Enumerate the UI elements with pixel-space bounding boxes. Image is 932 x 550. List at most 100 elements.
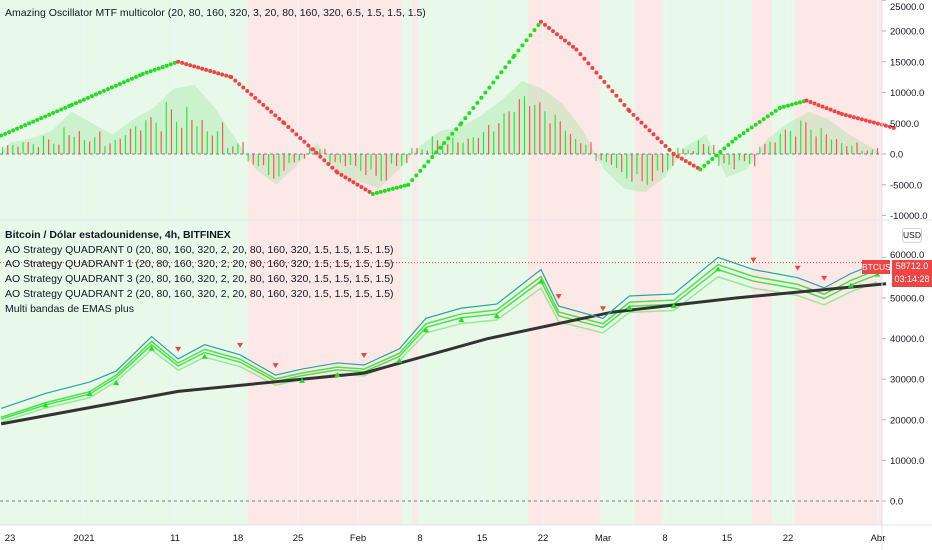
price-axis-label: 60000.0 — [890, 250, 924, 261]
bull-background-band — [662, 0, 752, 525]
oscillator-line-point — [487, 85, 492, 90]
oscillator-line-point — [532, 28, 537, 33]
histogram-bar — [861, 150, 863, 154]
indicator-legend-ema-bands[interactable]: Multi bandas de EMAS plus — [5, 302, 134, 315]
oscillator-line-point — [586, 61, 591, 66]
oscillator-line-point — [454, 127, 459, 132]
buy-signal-marker — [670, 302, 677, 308]
sell-signal-marker — [272, 363, 279, 369]
histogram-bar — [876, 148, 879, 154]
oscillator-line-point — [639, 120, 644, 125]
time-axis-label: 11 — [170, 533, 180, 544]
oscillator-line-point — [164, 63, 169, 68]
oscillator-line-point — [683, 158, 688, 163]
last-price: 58712.0 — [895, 261, 929, 271]
histogram-bar — [216, 131, 219, 154]
time-axis-label: 15 — [477, 533, 488, 544]
time-axis[interactable]: 23 2021 11 18 25 Feb 8 15 22 Mar 8 15 22 Abr — [5, 533, 886, 544]
currency-button[interactable]: USD — [902, 228, 922, 243]
histogram-bar — [48, 139, 50, 154]
oscillator-legend[interactable]: Amazing Oscillator MTF multicolor (20, 8… — [5, 6, 426, 21]
histogram-bar — [656, 154, 659, 171]
oscillator-line-point — [241, 85, 246, 90]
oscillator-price-axis[interactable]: 25000.0 20000.0 15000.0 10000.0 5000.0 0.0 -50… — [882, 0, 928, 222]
histogram-bar — [810, 129, 812, 154]
oscillator-line-point — [318, 154, 323, 159]
buy-signal-marker — [458, 317, 465, 323]
oscillator-line-point — [618, 98, 623, 103]
histogram-bar — [145, 120, 147, 154]
histogram-bar — [830, 139, 833, 154]
oscillator-line-point — [335, 170, 340, 175]
histogram-bar — [677, 147, 679, 154]
histogram-bar — [181, 127, 183, 154]
histogram-bar — [733, 154, 735, 170]
price-line — [0, 256, 878, 410]
main-price-axis[interactable]: 60000.0 50000.0 40000.0 30000.0 20000.0 10000… — [882, 250, 924, 508]
oscillator-line-point — [520, 43, 525, 48]
oscillator-line-point — [188, 63, 193, 68]
histogram-bar — [815, 136, 817, 154]
oscillator-line-point — [249, 92, 254, 97]
oscillator-line-point — [450, 131, 455, 136]
histogram-bar — [585, 144, 587, 154]
oscillator-line-point — [828, 107, 833, 112]
oscillator-line-point — [495, 75, 500, 80]
oscillator-line-point — [647, 128, 652, 133]
last-price-tag: 58712.0 03:14:28 — [892, 260, 932, 287]
histogram-bar — [88, 141, 91, 154]
oscillator-line-point — [547, 26, 551, 31]
histogram-bar — [375, 154, 377, 176]
oscillator-axis-label: -5000.0 — [890, 180, 922, 191]
indicator-legend-quadrant-2[interactable]: AO Strategy QUADRANT 2 (20, 80, 160, 320… — [5, 287, 394, 300]
slow-ema-line — [0, 282, 887, 426]
indicator-legend-quadrant-3[interactable]: AO Strategy QUADRANT 3 (20, 80, 160, 320… — [5, 273, 394, 286]
histogram-bar — [851, 145, 853, 154]
histogram-bar — [431, 136, 433, 154]
indicator-legend-quadrant-0[interactable]: AO Strategy QUADRANT 0 (20, 80, 160, 320… — [5, 243, 394, 256]
oscillator-line-point — [446, 136, 451, 141]
sell-signal-marker — [750, 257, 757, 263]
histogram-bar — [308, 145, 311, 154]
oscillator-line-point — [282, 121, 287, 126]
price-pane[interactable] — [0, 256, 887, 502]
histogram-bar — [457, 142, 459, 154]
symbol-title[interactable]: Bitcoin / Dólar estadounidense, 4h, BITF… — [5, 229, 231, 241]
oscillator-line-point — [718, 150, 723, 155]
histogram-bar — [646, 154, 648, 185]
oscillator-axis-label: 5000.0 — [890, 119, 919, 130]
oscillator-line-point — [777, 105, 782, 110]
oscillator-line-point — [594, 70, 599, 75]
histogram-bar — [273, 154, 275, 179]
histogram-bar — [109, 143, 111, 154]
oscillator-line-point — [434, 150, 439, 155]
oscillator-line-point — [698, 167, 703, 172]
oscillator-line-point — [551, 29, 555, 34]
histogram-bar — [293, 154, 295, 163]
oscillator-line-point — [847, 114, 852, 119]
histogram-bar — [784, 129, 786, 154]
oscillator-line-point — [113, 83, 118, 88]
oscillator-line-point — [261, 102, 266, 107]
oscillator-line-point — [286, 124, 291, 129]
oscillator-line-point — [745, 128, 750, 133]
time-axis-label: 15 — [722, 533, 733, 544]
histogram-bar — [503, 113, 505, 154]
oscillator-title: Amazing Oscillator MTF multicolor (20, 8… — [5, 7, 426, 19]
main-legend[interactable]: Bitcoin / Dólar estadounidense, 4h, BITF… — [5, 228, 394, 316]
oscillator-line-point — [125, 78, 130, 83]
oscillator-line-point — [667, 147, 672, 152]
oscillator-line-point — [216, 71, 221, 76]
oscillator-line-point — [200, 66, 205, 71]
oscillator-line-point — [294, 132, 299, 137]
indicator-legend-quadrant-1[interactable]: AO Strategy QUADRANT 1 (20, 80, 160, 320… — [5, 258, 394, 271]
histogram-bar — [447, 144, 449, 154]
price-axis-label: 20000.0 — [890, 415, 924, 426]
oscillator-line-point — [839, 112, 844, 117]
oscillator-line-point — [812, 101, 817, 106]
histogram-bar — [841, 143, 843, 154]
histogram-bar — [165, 101, 167, 154]
oscillator-line-point — [571, 44, 575, 49]
oscillator-pane[interactable] — [0, 19, 896, 196]
